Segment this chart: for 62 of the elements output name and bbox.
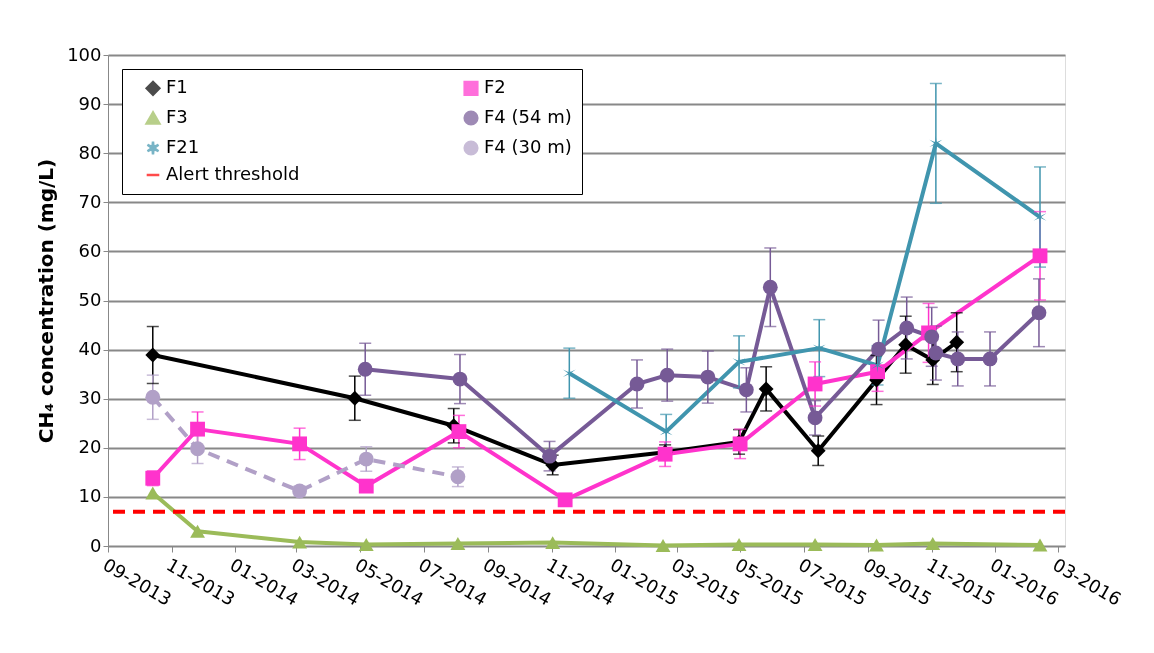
legend-label: F2	[484, 76, 506, 98]
point	[925, 537, 941, 550]
point	[731, 538, 747, 551]
point	[869, 538, 884, 552]
legend-label: F1	[166, 76, 188, 98]
y-tick-label: 10	[78, 485, 102, 507]
legend-label: F3	[166, 106, 188, 127]
point	[871, 341, 887, 357]
y-tick-label: 50	[78, 289, 102, 310]
point	[629, 376, 645, 392]
point	[347, 390, 363, 406]
point	[450, 537, 466, 550]
point	[358, 478, 374, 494]
point	[1032, 538, 1048, 552]
point	[982, 351, 998, 367]
point	[810, 443, 826, 459]
point	[292, 436, 308, 452]
legend-label: F4 (54 m)	[484, 106, 572, 127]
y-tick-label: 80	[78, 141, 102, 163]
point	[1031, 305, 1047, 321]
point	[452, 371, 468, 387]
point	[190, 421, 205, 437]
legend-label: F21	[166, 136, 200, 157]
y-axis-title: CH₄ concentration (mg/L)	[34, 158, 59, 444]
point	[451, 424, 467, 440]
point	[358, 538, 374, 551]
point	[190, 524, 205, 538]
y-tick-label: 0	[90, 534, 102, 556]
y-tick-label: 40	[78, 338, 102, 360]
y-tick-label: 90	[78, 92, 102, 114]
point	[659, 367, 675, 383]
point	[758, 381, 774, 397]
point	[928, 345, 944, 361]
point	[807, 538, 823, 551]
y-tick-label: 100	[67, 43, 102, 65]
point	[807, 410, 823, 426]
y-tick-label: 20	[78, 436, 102, 458]
y-tick-label: 30	[78, 387, 102, 409]
point	[655, 539, 671, 552]
legend-label: F4 (30 m)	[484, 136, 572, 157]
point	[924, 329, 940, 345]
point	[738, 382, 754, 398]
point	[949, 334, 965, 350]
point	[762, 279, 778, 295]
point	[899, 320, 915, 336]
point	[700, 369, 716, 385]
point	[190, 441, 205, 457]
point	[542, 448, 557, 464]
y-tick-label: 70	[78, 190, 102, 212]
point	[1032, 248, 1048, 264]
point	[898, 337, 914, 353]
point	[145, 389, 161, 405]
point	[357, 361, 373, 377]
point	[545, 536, 561, 549]
point	[358, 451, 374, 467]
y-tick-label: 60	[78, 239, 102, 261]
point	[145, 347, 161, 363]
point	[950, 351, 966, 367]
point	[870, 364, 885, 380]
legend-label: Alert threshold	[166, 163, 300, 184]
point	[557, 492, 573, 508]
point	[292, 535, 308, 549]
